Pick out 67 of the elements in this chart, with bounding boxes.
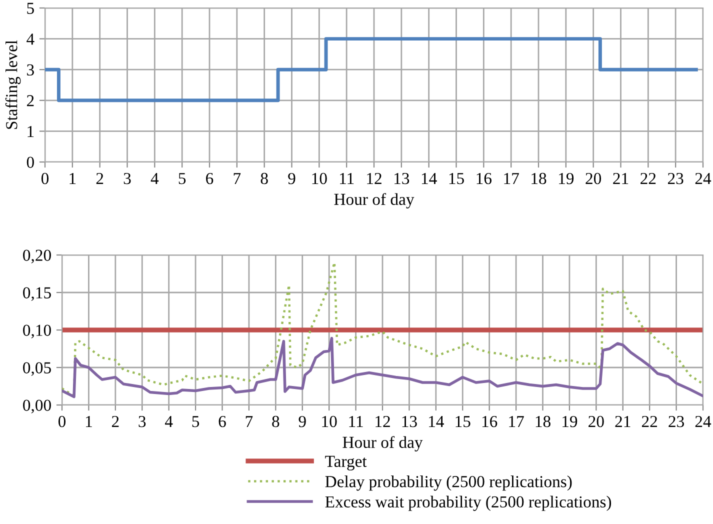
x-tick-label: 5 (178, 173, 186, 184)
x-tick-label: 20 (588, 416, 604, 428)
x-tick-label: 24 (695, 416, 712, 427)
x-tick-label: 3 (124, 172, 131, 184)
legend-label: Excess wait probability (2500 replications) (325, 496, 612, 511)
x-tick-label: 13 (394, 172, 410, 184)
x-axis-title: Hour of day (342, 436, 423, 452)
x-tick-label: 6 (218, 416, 226, 428)
x-tick-label: 2 (96, 172, 104, 184)
x-tick-label: 0 (58, 416, 66, 428)
y-tick-label: 0,20 (23, 250, 51, 264)
x-axis-title: Hour of day (334, 193, 414, 208)
x-tick-label: 8 (272, 416, 280, 428)
y-tick-label: 0,00 (23, 400, 51, 414)
x-tick-label: 15 (456, 416, 470, 428)
x-tick-label: 7 (246, 416, 253, 427)
x-tick-label: 2 (112, 416, 119, 427)
y-tick-label: 0,10 (23, 324, 51, 338)
x-tick-label: 6 (206, 172, 214, 184)
x-tick-label: 3 (138, 416, 146, 428)
y-tick-label: 4 (26, 34, 34, 45)
x-tick-label: 17 (509, 416, 524, 427)
x-tick-label: 1 (70, 172, 76, 184)
x-tick-label: 10 (322, 416, 337, 428)
x-tick-label: 19 (559, 172, 574, 184)
x-tick-label: 14 (429, 416, 444, 427)
y-tick-label: 0 (26, 156, 34, 168)
legend-label: Target (325, 456, 367, 470)
x-tick-label: 19 (562, 416, 578, 428)
x-tick-label: 8 (260, 172, 268, 184)
x-tick-label: 11 (349, 416, 363, 427)
y-tick-label: 2 (26, 95, 34, 106)
x-tick-label: 16 (482, 416, 498, 428)
x-tick-label: 4 (164, 416, 173, 427)
x-tick-label: 5 (192, 416, 200, 428)
x-tick-label: 18 (532, 172, 546, 184)
x-tick-label: 21 (615, 416, 630, 427)
x-tick-label: 20 (586, 172, 602, 184)
x-tick-label: 24 (695, 172, 712, 184)
x-tick-label: 18 (536, 416, 550, 428)
y-tick-label: 1 (28, 126, 34, 137)
x-tick-label: 1 (86, 416, 92, 427)
y-tick-label: 3 (27, 64, 34, 76)
x-tick-label: 10 (312, 172, 327, 184)
x-tick-label: 9 (288, 172, 296, 184)
line-series (62, 336, 703, 398)
x-tick-label: 11 (340, 172, 354, 184)
x-tick-label: 17 (504, 172, 519, 184)
x-tick-label: 9 (298, 416, 306, 428)
x-tick-label: 21 (613, 172, 628, 184)
x-tick-label: 12 (376, 416, 390, 427)
x-tick-label: 4 (150, 173, 159, 184)
y-tick-label: 0,15 (23, 287, 51, 301)
x-tick-label: 13 (402, 416, 417, 428)
y-tick-label: 5 (27, 2, 34, 14)
x-tick-label: 23 (668, 172, 684, 184)
x-tick-label: 15 (449, 172, 464, 184)
x-tick-label: 22 (642, 416, 657, 427)
x-tick-label: 7 (234, 173, 241, 184)
x-tick-label: 16 (476, 172, 492, 184)
x-tick-label: 12 (367, 172, 382, 184)
y-axis-title: Staffing level (5, 40, 21, 129)
x-tick-label: 23 (668, 416, 684, 428)
x-tick-label: 14 (422, 172, 437, 184)
x-tick-label: 22 (640, 172, 656, 184)
legend-label: Delay probability (2500 replications) (325, 476, 572, 491)
y-tick-label: 0,05 (23, 362, 51, 376)
